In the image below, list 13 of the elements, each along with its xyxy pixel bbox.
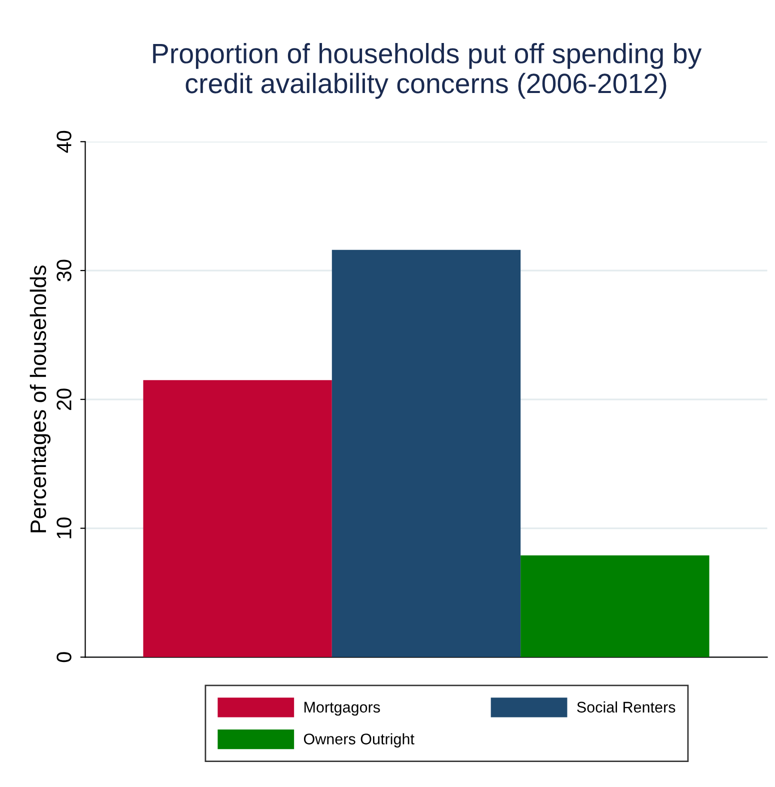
y-tick-label: 10 [56,518,72,538]
bar [332,250,521,658]
legend-label: Mortgagors [304,702,380,716]
bar [520,555,710,658]
chart-title: Proportion of households put off spending by credit availability concerns (2006-2012) [153,43,702,99]
y-tick-label: 40 [56,130,72,153]
bar [143,380,332,658]
legend-label: Owners Outright [304,733,414,748]
y-tick-label: 20 [56,388,72,410]
y-tick-label: 0 [56,652,72,662]
y-axis-title: Percentages of households [30,266,51,532]
y-tick-label: 30 [56,260,72,282]
legend-label: Social Renters [577,701,676,713]
